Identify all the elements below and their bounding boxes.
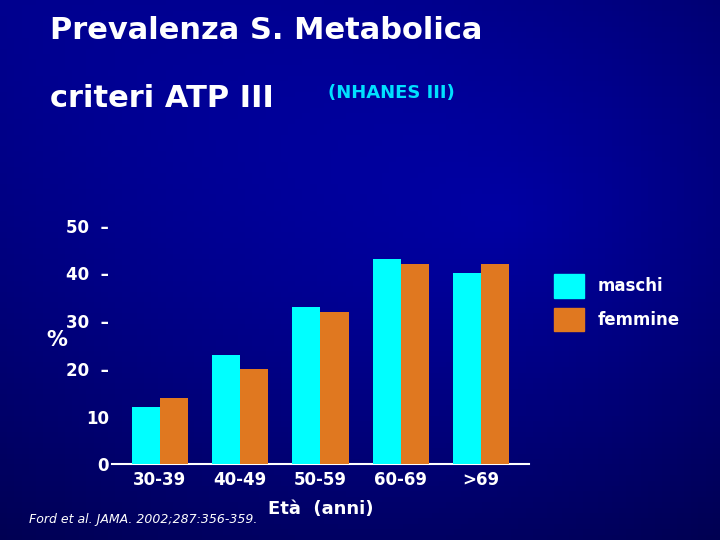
Bar	[212, 355, 240, 464]
Bar	[401, 264, 429, 464]
Text: criteri ATP III: criteri ATP III	[50, 84, 274, 113]
Bar	[481, 264, 509, 464]
Bar	[320, 312, 348, 464]
Text: %: %	[47, 330, 68, 350]
Legend: maschi, femmine: maschi, femmine	[554, 274, 680, 331]
Bar	[373, 259, 401, 464]
Bar	[292, 307, 320, 464]
Text: Prevalenza S. Metabolica: Prevalenza S. Metabolica	[50, 16, 483, 45]
X-axis label: Età  (anni): Età (anni)	[268, 501, 373, 518]
Text: (NHANES III): (NHANES III)	[328, 84, 454, 102]
Bar	[132, 407, 160, 464]
Text: Ford et al. JAMA. 2002;287:356-359.: Ford et al. JAMA. 2002;287:356-359.	[29, 514, 257, 526]
Bar	[240, 369, 269, 464]
Bar	[453, 273, 481, 464]
Bar	[160, 397, 188, 464]
